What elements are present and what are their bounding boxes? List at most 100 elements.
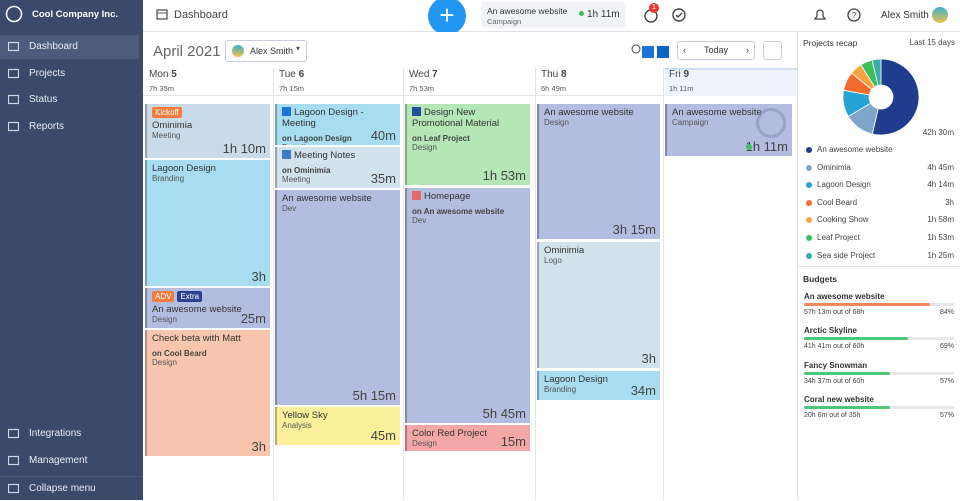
event-title-text: An awesome website — [672, 107, 762, 118]
event-title: Lagoon Design - Meeting — [282, 107, 395, 129]
event[interactable]: ADV Extra An awesome website Design 25m — [145, 288, 270, 328]
event-category: Dev — [412, 216, 427, 225]
pie-slice — [871, 58, 882, 86]
event-category: Campaign — [672, 118, 709, 127]
legend-name: Cool Beard — [817, 197, 858, 207]
event-duration: 3h — [641, 351, 656, 366]
event-duration: 40m — [370, 128, 396, 143]
event-title-text: Lagoon Design — [152, 163, 216, 174]
event-duration: 45m — [370, 428, 396, 443]
budget-spent: 20h 6m out of 35h — [804, 412, 861, 420]
event-title: An awesome website — [282, 193, 395, 204]
calendar-settings[interactable] — [763, 41, 782, 60]
event[interactable]: Kickoff Ominimia Meeting 1h 10m — [145, 104, 270, 158]
add-button[interactable]: + — [428, 0, 466, 35]
event-icon — [282, 107, 291, 116]
day-total: 7h 15m — [279, 84, 305, 93]
menu-item[interactable]: Dashboard — [0, 35, 139, 59]
event-title: Ominimia — [152, 120, 265, 131]
tags: Kickoff — [152, 107, 265, 120]
notification-badge: 1 — [649, 3, 659, 13]
event[interactable]: An awesome website Dev 5h 15m — [275, 190, 400, 405]
month: April 2021 — [153, 43, 221, 60]
tag: Extra — [177, 291, 203, 302]
budget-percent: 69% — [939, 343, 954, 351]
event-title-text: Ominimia — [544, 245, 585, 256]
menu-label: Management — [29, 454, 88, 466]
legend-value: 1h 53m — [927, 233, 954, 242]
event-category: Design — [152, 358, 177, 367]
event[interactable]: Check beta with Matt on Cool Beard Design 3… — [145, 330, 270, 456]
day-total: 7h 53m — [409, 84, 435, 93]
legend-value: 3h — [945, 197, 954, 207]
header-line — [143, 95, 797, 96]
dropdown-caret: ▾ — [296, 44, 301, 53]
page-title: Dashboard — [174, 9, 228, 21]
recap-period[interactable]: Last 15 days — [909, 38, 955, 47]
event[interactable]: Ominimia Logo 3h — [537, 242, 660, 368]
timer[interactable]: An awesome website Campaign 1h 11m — [481, 2, 625, 28]
event-project: on Ominimia — [282, 166, 331, 175]
event-duration: 3h — [251, 439, 266, 454]
event-duration: 35m — [370, 171, 396, 186]
day-header: Tue 6 — [279, 69, 304, 80]
event[interactable]: Color Red Project Design 15m — [405, 425, 530, 451]
event-title: Lagoon Design — [152, 163, 265, 174]
event[interactable]: Lagoon Design Branding 34m — [537, 371, 660, 400]
day-name: Wed — [409, 69, 430, 80]
event[interactable]: Design New Promotional Material on Leaf P… — [405, 104, 530, 185]
event[interactable]: Yellow Sky Analysis 45m — [275, 407, 400, 445]
legend-dot — [806, 252, 812, 259]
event[interactable]: An awesome website Campaign 1h 11m — [665, 104, 792, 156]
event-category: Design — [152, 315, 177, 324]
help-icons[interactable]: ? — [812, 7, 862, 23]
event-category: Meeting — [152, 131, 181, 140]
menu-item[interactable]: Reports — [0, 115, 143, 139]
event-category: Branding — [544, 385, 577, 394]
legend-value: 4h 45m — [927, 162, 954, 172]
event[interactable]: Lagoon Design - Meeting on Lagoon DesignB… — [275, 104, 400, 145]
legend-dot — [806, 235, 812, 241]
event[interactable]: Homepage on An awesome website Dev 5h 45m — [405, 188, 530, 423]
menu-label: Status — [29, 94, 58, 105]
event-category: Dev — [282, 204, 297, 213]
event-duration: 15m — [500, 434, 526, 449]
avatar[interactable] — [932, 7, 948, 23]
event-title: Design New Promotional Material — [412, 107, 525, 129]
user-select[interactable]: Alex Smith ▾ — [225, 40, 307, 62]
event[interactable]: Meeting Notes on Ominimia Meeting 35m — [275, 147, 400, 188]
event-duration: 1h 10m — [222, 141, 266, 156]
menu-item[interactable]: Management — [0, 449, 143, 473]
menu-item[interactable]: Collapse menu — [0, 476, 143, 500]
event-title-text: Homepage — [424, 191, 471, 202]
recap-title: Projects recap — [803, 38, 858, 48]
budget-percent: 84% — [939, 309, 954, 316]
day-date: 8 — [561, 69, 567, 80]
logo — [5, 5, 23, 23]
divider — [798, 266, 960, 267]
user-name[interactable]: Alex Smith — [881, 10, 929, 21]
event[interactable]: Lagoon Design Branding 3h — [145, 160, 270, 286]
sync-icons[interactable] — [631, 44, 671, 60]
menu-item[interactable]: Projects — [0, 62, 143, 86]
event-project: on Lagoon Design — [282, 134, 352, 143]
event-duration: 3h — [251, 269, 266, 284]
event-title-text: Lagoon Design — [544, 374, 608, 385]
event[interactable]: An awesome website Design 3h 15m — [537, 104, 660, 239]
menu-label: Dashboard — [29, 41, 78, 52]
event-title-text: Ominimia — [152, 120, 193, 131]
day-header: Wed 7 — [409, 69, 438, 80]
menu-item[interactable]: Status — [0, 88, 143, 112]
budget-bar — [804, 406, 890, 410]
today-button[interactable]: Today — [703, 45, 729, 55]
event-title-text: An awesome website — [282, 193, 372, 204]
day-name: Fri — [669, 69, 681, 80]
event-project: on An awesome website — [412, 207, 505, 216]
event-title-text: Check beta with Matt — [152, 333, 241, 344]
event-title: Lagoon Design — [544, 374, 655, 385]
column-divider — [663, 68, 664, 500]
today-nav[interactable]: ‹ Today › — [677, 41, 755, 60]
menu-item[interactable]: Integrations — [0, 422, 143, 446]
budget-bar — [804, 371, 890, 375]
budget-percent: 57% — [939, 412, 954, 420]
